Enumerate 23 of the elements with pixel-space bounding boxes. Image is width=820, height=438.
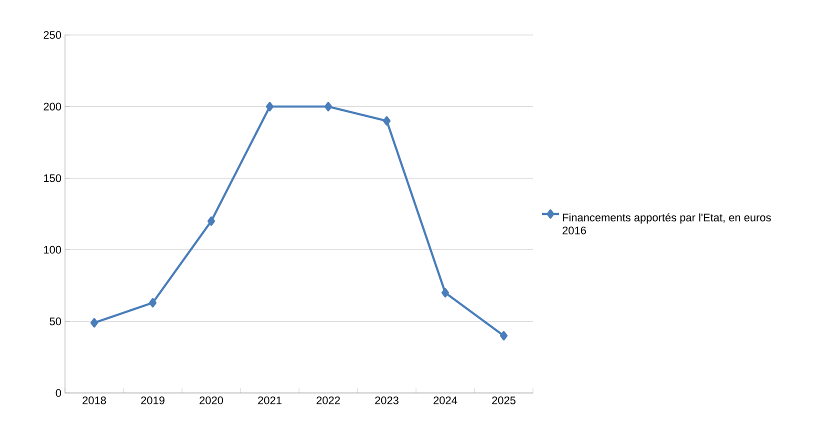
y-tick-label: 0 bbox=[56, 389, 62, 397]
legend-label: Financements apportés par l'Etat, en euros 2016 bbox=[562, 213, 771, 234]
y-tick-label: 250 bbox=[44, 31, 62, 39]
point bbox=[500, 331, 508, 340]
point bbox=[207, 216, 216, 226]
point bbox=[382, 116, 391, 126]
x-tick-label: 2024 bbox=[434, 396, 458, 404]
point bbox=[148, 298, 157, 308]
y-tick-label: 150 bbox=[44, 174, 62, 182]
point bbox=[90, 318, 98, 328]
x-tick-label: 2022 bbox=[316, 396, 340, 404]
x-tick-label: 2023 bbox=[375, 396, 398, 404]
y-tick-label: 50 bbox=[50, 318, 62, 326]
x-tick-label: 2025 bbox=[492, 396, 516, 404]
x-tick-label: 2021 bbox=[258, 396, 282, 404]
point bbox=[441, 288, 450, 298]
y-tick-label: 200 bbox=[44, 102, 62, 110]
x-tick-label: 2019 bbox=[141, 396, 164, 404]
x-tick-label: 2020 bbox=[200, 396, 224, 404]
y-tick-label: 100 bbox=[44, 246, 62, 254]
point bbox=[266, 102, 274, 112]
x-tick-label: 2018 bbox=[82, 396, 106, 404]
point bbox=[324, 102, 332, 112]
